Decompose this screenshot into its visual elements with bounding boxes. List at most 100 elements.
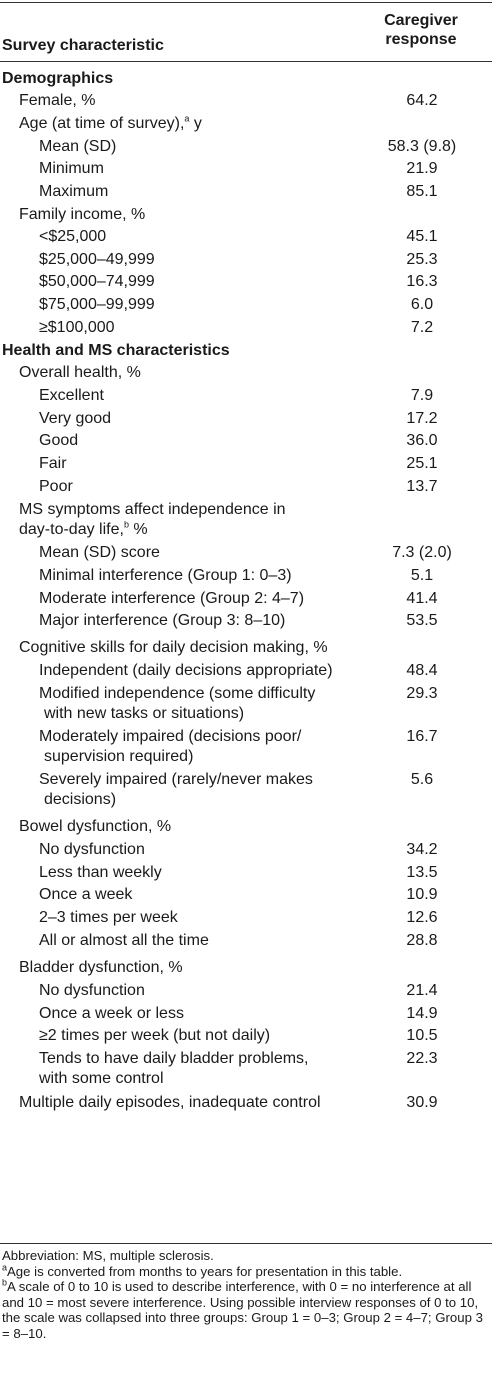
row-label: decisions)	[0, 791, 492, 809]
row-label: $50,000–74,999	[0, 273, 492, 291]
row-label: Family income, %	[0, 206, 492, 224]
row-value: 17.2	[406, 410, 438, 427]
row-value: 25.3	[406, 251, 438, 268]
row-label: day-to-day life,b %	[0, 519, 492, 539]
row-label: Modified independence (some difficulty	[0, 685, 492, 703]
row-label: ≥$100,000	[0, 319, 492, 337]
row-label-text: Mean (SD)	[39, 138, 117, 155]
row-label-text: with new tasks or situations)	[44, 705, 245, 722]
row-label-suffix: %	[128, 521, 148, 538]
table-row: Family income, %	[0, 206, 492, 224]
row-label: Major interference (Group 3: 8–10)	[0, 612, 492, 630]
table-row: $50,000–74,999 16.3	[0, 273, 492, 291]
row-value: 34.2	[406, 841, 438, 858]
row-value: 41.4	[406, 590, 438, 607]
table-row: $25,000–49,999 25.3	[0, 251, 492, 269]
row-label: No dysfunction	[0, 982, 492, 1000]
table-row: day-to-day life,b %	[0, 519, 492, 539]
row-value: 30.9	[406, 1094, 438, 1111]
row-value: 10.5	[406, 1027, 438, 1044]
row-label-text: supervision required)	[44, 748, 194, 765]
row-label: Overall health, %	[0, 364, 492, 382]
table-row: Poor 13.7	[0, 478, 492, 496]
row-label-text: Maximum	[39, 183, 109, 200]
table-row: supervision required)	[0, 748, 492, 766]
row-label: Moderately impaired (decisions poor/	[0, 728, 492, 746]
row-label-text: Family income, %	[19, 206, 146, 223]
row-label: Maximum	[0, 183, 492, 201]
row-label: Very good	[0, 410, 492, 428]
footnote-b-text: A scale of 0 to 10 is used to describe i…	[2, 1279, 483, 1341]
row-label-text: 2–3 times per week	[39, 909, 178, 926]
table-header-rule	[0, 61, 492, 62]
table-row: Demographics	[0, 70, 492, 88]
row-label: Mean (SD)	[0, 138, 492, 156]
row-label: Once a week or less	[0, 1005, 492, 1023]
table-bottom-rule	[0, 1243, 492, 1244]
row-label-text: Health and MS characteristics	[2, 342, 230, 359]
table-row: Tends to have daily bladder problems, 22.…	[0, 1050, 492, 1068]
table-header: Survey characteristic Caregiver response	[0, 9, 492, 59]
row-label: Once a week	[0, 886, 492, 904]
table-row: Mean (SD) score 7.3 (2.0)	[0, 544, 492, 562]
table-row: All or almost all the time 28.8	[0, 932, 492, 950]
row-value: 7.3 (2.0)	[392, 544, 452, 561]
row-value: 45.1	[406, 228, 438, 245]
row-label-text: $25,000–49,999	[39, 251, 155, 268]
row-value: 7.2	[410, 319, 434, 336]
table-row: with some control	[0, 1070, 492, 1088]
row-label: $75,000–99,999	[0, 296, 492, 314]
table-row: Minimal interference (Group 1: 0–3) 5.1	[0, 567, 492, 585]
row-label-text: No dysfunction	[39, 841, 145, 858]
row-label-text: Major interference (Group 3: 8–10)	[39, 612, 286, 629]
row-label: Poor	[0, 478, 492, 496]
row-value: 64.2	[406, 92, 438, 109]
row-label: Severely impaired (rarely/never makes	[0, 771, 492, 789]
row-value: 12.6	[406, 909, 438, 926]
table-row: Once a week 10.9	[0, 886, 492, 904]
table-row: Good 36.0	[0, 432, 492, 450]
table-row: Very good 17.2	[0, 410, 492, 428]
row-label-footnote-mark: b	[123, 519, 129, 530]
row-value: 22.3	[406, 1050, 438, 1067]
row-label-text: Cognitive skills for daily decision maki…	[19, 639, 328, 656]
footnote-b: bA scale of 0 to 10 is used to describe …	[2, 1278, 490, 1341]
row-value: 7.9	[410, 387, 434, 404]
row-label: Minimum	[0, 160, 492, 178]
table-row: Once a week or less 14.9	[0, 1005, 492, 1023]
table-row: Modified independence (some difficulty 29…	[0, 685, 492, 703]
header-caregiver-line2: response	[385, 31, 457, 48]
table-row: 2–3 times per week 12.6	[0, 909, 492, 927]
table-row: Multiple daily episodes, inadequate cont…	[0, 1094, 492, 1112]
row-label-text: <$25,000	[39, 228, 107, 245]
row-value: 10.9	[406, 886, 438, 903]
table-row: Mean (SD) 58.3 (9.8)	[0, 138, 492, 156]
row-label-text: Modified independence (some difficulty	[39, 685, 316, 702]
row-label: Tends to have daily bladder problems,	[0, 1050, 492, 1068]
table-row: Maximum 85.1	[0, 183, 492, 201]
row-value: 21.9	[406, 160, 438, 177]
table-top-rule	[0, 2, 492, 3]
row-label: Good	[0, 432, 492, 450]
row-label-text: Independent (daily decisions appropriate…	[39, 662, 333, 679]
row-label-text: Bowel dysfunction, %	[19, 818, 172, 835]
row-label-text: with some control	[39, 1070, 164, 1087]
row-label-text: Moderate interference (Group 2: 4–7)	[39, 590, 305, 607]
row-value: 6.0	[410, 296, 434, 313]
table-row: No dysfunction 21.4	[0, 982, 492, 1000]
row-label: Bladder dysfunction, %	[0, 959, 492, 977]
row-label-text: $75,000–99,999	[39, 296, 155, 313]
row-label: Demographics	[0, 70, 492, 88]
header-caregiver-response: Caregiver response	[352, 11, 490, 49]
table-row: Severely impaired (rarely/never makes 5.6	[0, 771, 492, 789]
row-label-text: decisions)	[44, 791, 117, 808]
footnote-abbreviation: Abbreviation: MS, multiple sclerosis.	[2, 1248, 214, 1263]
table-row: with new tasks or situations)	[0, 705, 492, 723]
row-label-text: Bladder dysfunction, %	[19, 959, 183, 976]
table-row: $75,000–99,999 6.0	[0, 296, 492, 314]
table-row: Cognitive skills for daily decision maki…	[0, 639, 492, 657]
row-label-text: MS symptoms affect independence in	[19, 501, 286, 518]
table-row: Bladder dysfunction, %	[0, 959, 492, 977]
row-label: Female, %	[0, 92, 492, 110]
row-label-text: $50,000–74,999	[39, 273, 155, 290]
